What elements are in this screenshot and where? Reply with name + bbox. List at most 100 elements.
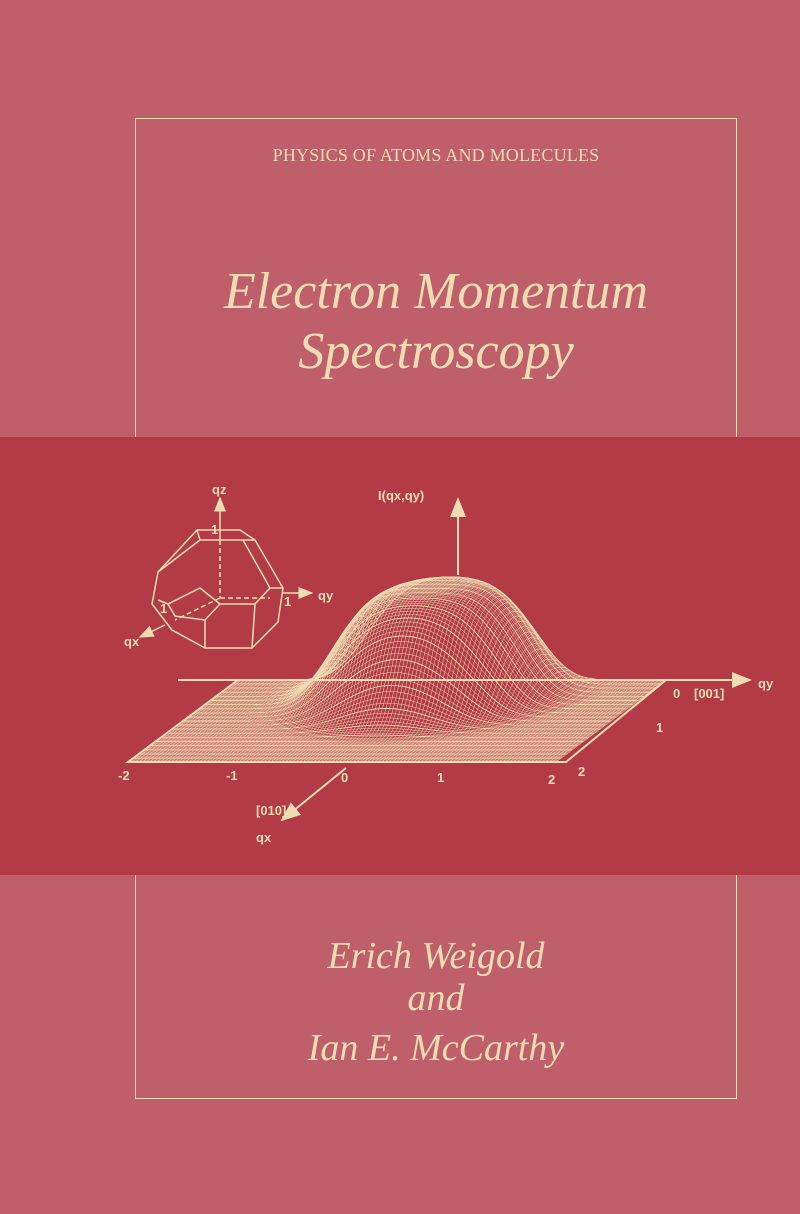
mesh-line — [156, 679, 267, 763]
mesh-line — [152, 679, 264, 763]
mesh-line — [413, 606, 524, 763]
qy-axis-label: qy — [758, 676, 774, 691]
mesh-line — [167, 679, 278, 763]
mesh-line — [513, 679, 624, 763]
book-title-line1: Electron Momentum — [223, 263, 649, 320]
mesh-line — [184, 679, 296, 763]
mesh-line — [416, 610, 528, 763]
tick-1-y: 1 — [284, 594, 291, 609]
mesh-line — [470, 675, 581, 763]
series-title: PHYSICS OF ATOMS AND MOLECULES — [272, 145, 600, 165]
mesh-line — [459, 670, 570, 763]
mesh-line — [142, 679, 253, 763]
mesh-line — [498, 679, 610, 763]
mesh-line — [352, 576, 463, 763]
mesh-line — [541, 679, 652, 763]
mesh-line — [245, 643, 356, 763]
mesh-line — [552, 679, 663, 763]
mesh-line — [377, 581, 488, 763]
mesh-line — [448, 658, 560, 763]
mesh-line — [438, 643, 549, 763]
mesh-line — [423, 620, 535, 763]
mesh-line — [445, 653, 556, 763]
mesh-line — [406, 598, 517, 763]
v-tick: 0 — [673, 686, 680, 701]
tick-1-x: 1 — [160, 601, 167, 616]
mesh-line — [527, 679, 638, 763]
mesh-line — [402, 595, 513, 763]
direction-010: [010] — [256, 803, 286, 818]
mesh-line — [466, 674, 577, 763]
v-tick: 1 — [656, 720, 663, 735]
author-1: Erich Weigold — [327, 935, 545, 977]
mesh-line — [409, 602, 520, 763]
mesh-line — [192, 679, 303, 763]
book-title-line2: Spectroscopy — [298, 323, 574, 380]
mesh-line — [455, 667, 567, 763]
mesh-line — [181, 679, 292, 763]
mesh-line — [480, 678, 592, 763]
mesh-line — [520, 679, 631, 763]
mesh-line — [420, 615, 531, 763]
momentum-surface-mesh — [127, 576, 667, 763]
qx-label-small: qx — [124, 634, 140, 649]
qz-label: qz — [212, 482, 227, 497]
mesh-line — [373, 580, 485, 763]
mesh-line — [341, 576, 453, 763]
truncated-octahedron-icon — [138, 496, 314, 649]
mesh-line — [134, 679, 246, 763]
mesh-line — [359, 577, 470, 763]
u-tick: -1 — [226, 768, 238, 783]
mesh-line — [149, 679, 260, 763]
mesh-line — [502, 679, 613, 763]
mesh-line — [195, 679, 306, 763]
mesh-line — [131, 679, 242, 763]
qy-label-small: qy — [318, 588, 334, 603]
mesh-line — [170, 679, 281, 763]
mesh-line — [491, 679, 602, 763]
mesh-line — [302, 582, 413, 763]
mesh-line — [224, 670, 335, 763]
mesh-line — [548, 679, 660, 763]
mesh-line — [299, 584, 410, 763]
v-tick: 2 — [578, 764, 585, 779]
mesh-line — [199, 678, 310, 763]
mesh-line — [229, 578, 658, 687]
mesh-line — [188, 679, 299, 763]
mesh-line — [505, 679, 617, 763]
mesh-line — [316, 578, 428, 763]
mesh-line — [366, 578, 478, 763]
mesh-line — [284, 592, 396, 763]
mesh-line — [145, 679, 256, 763]
mesh-line — [345, 576, 456, 763]
mesh-line — [441, 648, 553, 763]
mesh-line — [530, 679, 642, 763]
u-tick: 0 — [341, 770, 348, 785]
mesh-line — [320, 578, 431, 763]
author-conjunction: and — [407, 977, 465, 1019]
axes — [124, 497, 752, 822]
mesh-line — [338, 576, 449, 763]
mesh-line — [523, 679, 635, 763]
mesh-line — [431, 631, 542, 763]
mesh-line — [534, 679, 645, 763]
mesh-line — [555, 679, 667, 763]
qx-axis-label: qx — [256, 830, 272, 845]
tick-1-z: 1 — [211, 522, 218, 537]
u-tick: -2 — [118, 768, 130, 783]
mesh-line — [473, 676, 585, 763]
momentum-distribution-figure: qz qy qx 1 1 1 I(qx,qy) qy qx -2 -1 0 1 … — [118, 482, 774, 845]
author-2: Ian E. McCarthy — [307, 1027, 565, 1069]
mesh-line — [348, 576, 460, 763]
mesh-line — [477, 677, 588, 763]
mesh-line — [228, 579, 657, 688]
mesh-line — [427, 626, 538, 763]
mesh-line — [177, 679, 289, 763]
mesh-line — [395, 590, 506, 763]
mesh-line — [398, 592, 510, 763]
mesh-line — [295, 585, 406, 763]
mesh-line — [488, 679, 599, 763]
figure-band: qz qy qx 1 1 1 I(qx,qy) qy qx -2 -1 0 1 … — [0, 437, 800, 875]
mesh-line — [209, 676, 321, 763]
mesh-line — [138, 679, 249, 763]
